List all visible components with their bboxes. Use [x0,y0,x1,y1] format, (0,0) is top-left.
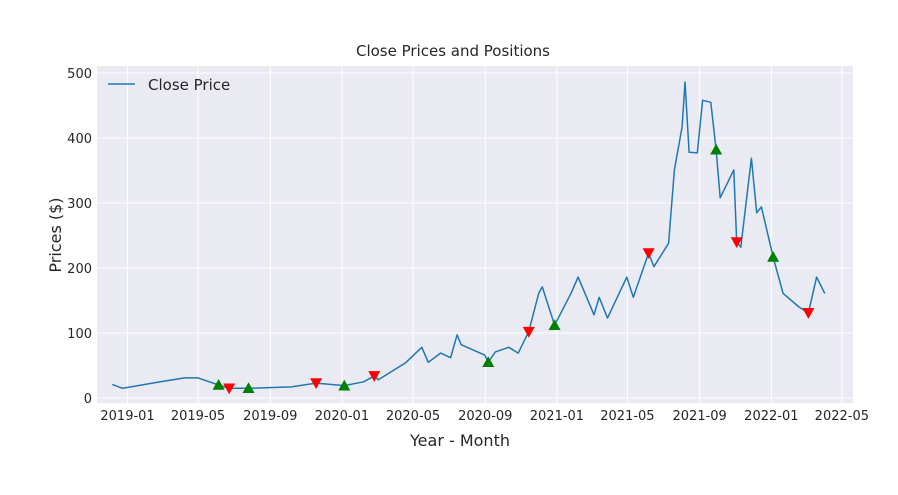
sell-marker [310,378,323,390]
buy-marker [242,382,255,394]
x-tick-label: 2021-09 [673,409,727,424]
x-tick-labels: 2019-01 2019-05 2019-09 2020-01 2020-05 2020-… [100,409,869,424]
y-tick-label: 0 [84,392,92,407]
x-tick-label: 2019-09 [243,409,297,424]
x-tick-label: 2019-01 [100,409,154,424]
y-tick-label: 200 [67,262,92,277]
position-markers [212,143,815,395]
y-tick-label: 500 [67,67,92,82]
buy-marker [767,250,780,262]
buy-marker [212,379,225,390]
buy-marker [710,143,723,155]
x-tick-label: 2022-01 [744,409,798,424]
sell-marker [642,248,655,260]
buy-marker [338,379,351,391]
sell-marker [368,371,381,382]
grid-lines [97,66,853,403]
buy-marker [482,356,495,368]
x-tick-label: 2021-05 [600,409,654,424]
y-tick-label: 400 [67,132,92,147]
y-axis-label: Prices ($) [46,197,65,272]
sell-marker [522,326,535,338]
x-tick-label: 2020-01 [315,409,369,424]
buy-marker [548,319,561,330]
chart-title: Close Prices and Positions [356,42,550,60]
plot-area [97,66,853,403]
x-tick-label: 2022-05 [815,409,869,424]
x-tick-label: 2021-01 [530,409,584,424]
x-tick-label: 2020-09 [458,409,512,424]
x-tick-label: 2020-05 [386,409,440,424]
sell-marker [730,237,743,248]
x-tick-label: 2019-05 [171,409,225,424]
sell-marker [802,308,815,319]
sell-marker [223,383,236,395]
x-axis-label: Year - Month [409,431,510,450]
y-tick-labels: 0 100 200 300 400 500 [67,67,92,407]
legend: Close Price [108,76,230,94]
close-price-line [112,81,826,390]
y-tick-label: 100 [67,327,92,342]
legend-label: Close Price [148,76,230,94]
y-tick-label: 300 [67,197,92,212]
